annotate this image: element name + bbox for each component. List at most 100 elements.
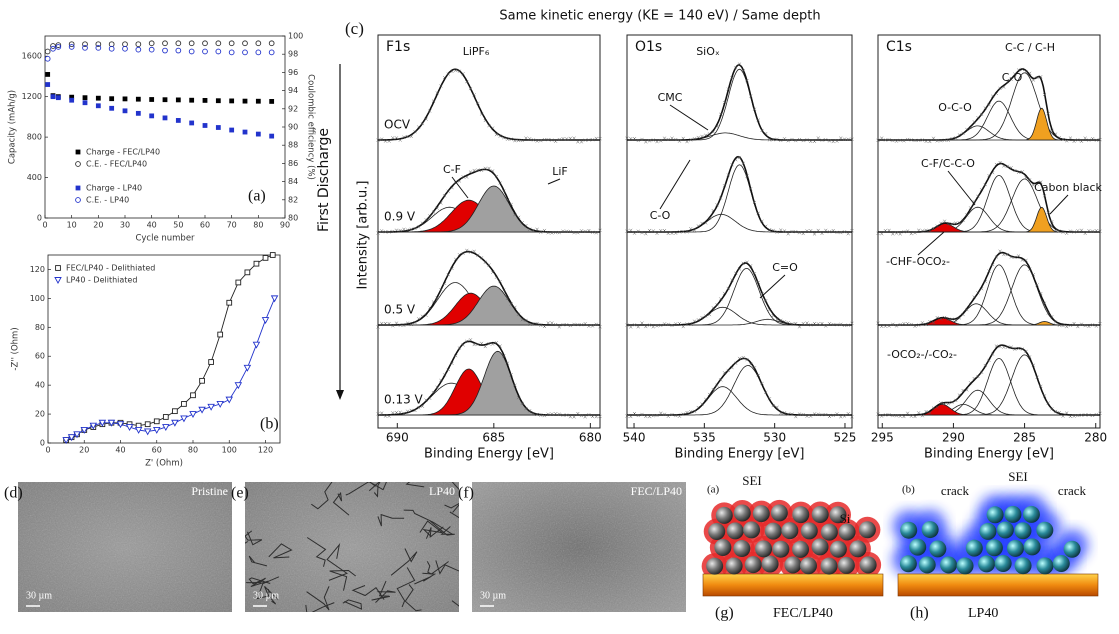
data-cross: [376, 138, 380, 142]
component-peak: [878, 354, 1100, 416]
data-cross: [565, 137, 569, 141]
x-tick-label: 120: [258, 446, 273, 455]
crack: [419, 520, 443, 538]
data-cross: [579, 140, 584, 144]
data-cross: [786, 232, 790, 236]
data-cross: [764, 224, 768, 228]
data-cross: [719, 196, 723, 200]
component-peak: [878, 389, 1100, 416]
data-cross: [1009, 345, 1013, 349]
data-cross: [632, 411, 637, 416]
data-cross: [905, 321, 910, 326]
data-cross: [767, 308, 772, 312]
data-cross: [442, 373, 447, 377]
si-particle: [956, 557, 974, 575]
data-cross: [435, 296, 439, 300]
data-cross: [939, 317, 943, 321]
data-cross: [891, 322, 895, 326]
data-cross: [928, 319, 932, 324]
data-cross: [476, 168, 480, 172]
data-cross: [583, 138, 587, 142]
marker: [188, 40, 195, 47]
crack: [246, 577, 269, 587]
annotation: C-F: [443, 163, 461, 176]
marker: [149, 97, 155, 102]
data-cross: [689, 409, 693, 414]
marker: [109, 105, 115, 111]
legend-marker: [54, 277, 62, 284]
data-cross: [1013, 168, 1017, 173]
data-cross: [502, 136, 506, 140]
data-cross: [625, 414, 629, 418]
data-cross: [692, 409, 697, 413]
si-particle: [921, 521, 939, 539]
y2-tick-label: 84: [288, 177, 298, 186]
data-cross: [644, 414, 648, 419]
data-cross: [568, 229, 573, 234]
data-cross: [542, 137, 547, 142]
data-cross: [528, 322, 532, 326]
data-cross: [587, 138, 591, 142]
data-cross: [1013, 255, 1017, 260]
legend-label: LP40 - Delithiated: [66, 276, 137, 285]
data-cross: [779, 318, 783, 323]
data-cross: [839, 136, 843, 140]
data-cross: [576, 322, 580, 327]
data-cross: [707, 216, 712, 220]
data-cross: [835, 230, 839, 235]
data-cross: [550, 321, 554, 325]
data-cross: [979, 287, 984, 291]
data-cross: [968, 302, 973, 307]
data-cross: [961, 131, 965, 135]
data-cross: [494, 132, 499, 137]
data-cross: [557, 412, 561, 416]
x-tick-label: 90: [280, 221, 290, 230]
legend-label: C.E. - LP40: [86, 196, 129, 205]
data-cross: [644, 140, 648, 144]
y-tick-label: 120: [30, 265, 45, 274]
data-cross: [685, 410, 689, 415]
data-cross: [442, 194, 447, 198]
si-particle: [829, 540, 847, 558]
marker: [153, 418, 160, 425]
data-cross: [524, 318, 528, 323]
data-cross: [576, 411, 580, 416]
data-cross: [942, 315, 947, 320]
crack: [396, 567, 416, 608]
data-cross: [1053, 228, 1058, 232]
data-cross: [670, 231, 674, 235]
data-cross: [991, 352, 995, 356]
data-cross: [590, 324, 595, 328]
marker: [202, 123, 208, 128]
data-cross: [1042, 92, 1047, 97]
si-particle: [979, 522, 997, 540]
data-cross: [491, 126, 495, 130]
data-cross: [476, 253, 480, 257]
x-tick-label: 70: [227, 221, 237, 230]
marker: [229, 127, 235, 133]
data-cross: [1094, 324, 1098, 328]
annotation-arrow: [659, 159, 691, 210]
data-cross: [812, 412, 817, 416]
data-cross: [557, 231, 561, 235]
si-particle: [859, 556, 877, 574]
data-cross: [935, 405, 939, 409]
data-cross: [786, 139, 790, 143]
y-tick-label: 1200: [22, 92, 42, 101]
data-cross: [794, 230, 798, 234]
data-cross: [917, 228, 921, 232]
si-particle: [772, 540, 790, 558]
data-cross: [1020, 170, 1024, 174]
x-tick-label: 525: [834, 431, 857, 445]
data-cross: [839, 230, 843, 235]
data-cross: [1046, 311, 1050, 315]
marker: [172, 408, 178, 415]
marker: [80, 427, 89, 434]
data-cross: [696, 318, 700, 322]
data-cross: [704, 397, 708, 401]
annotation-arrow: [759, 274, 786, 299]
data-cross: [666, 414, 670, 418]
data-cross: [383, 139, 388, 143]
sem-texture: [472, 482, 686, 612]
data-cross: [640, 412, 644, 417]
